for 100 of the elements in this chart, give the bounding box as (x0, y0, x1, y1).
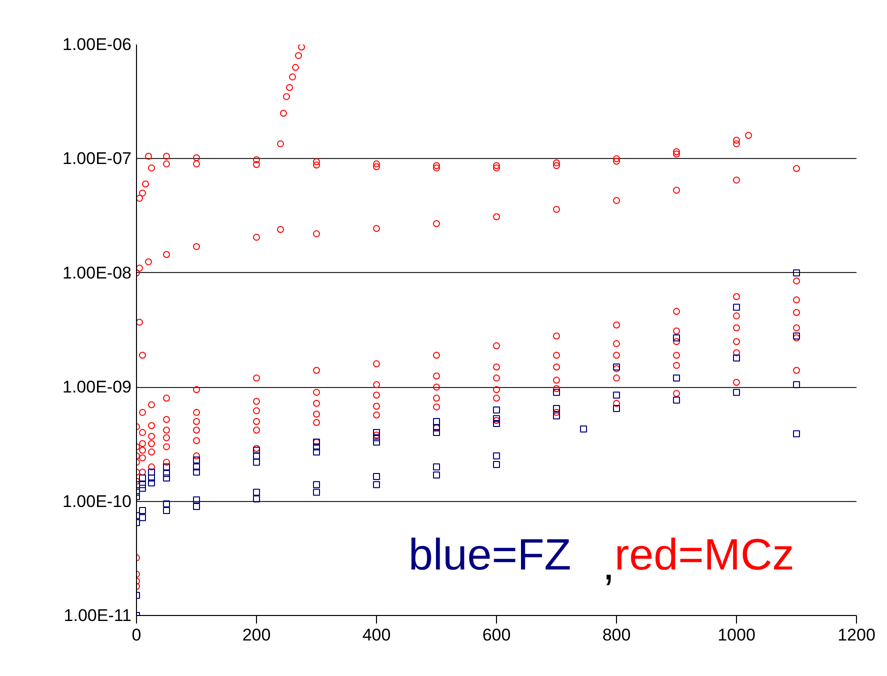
point (145, 258, 152, 266)
point (280, 110, 287, 117)
point (193, 160, 200, 168)
point (373, 438, 380, 446)
point (253, 234, 260, 241)
point (673, 352, 680, 359)
point (253, 426, 260, 434)
point (142, 180, 149, 188)
point (139, 446, 146, 454)
point (163, 434, 170, 442)
point (373, 402, 380, 410)
point (733, 304, 740, 311)
point (148, 432, 155, 440)
point (793, 277, 800, 284)
point (733, 136, 740, 144)
point (673, 390, 680, 397)
point (289, 73, 296, 80)
point (139, 481, 146, 488)
point (493, 394, 500, 402)
point (673, 334, 680, 342)
point (193, 243, 200, 250)
point (148, 164, 155, 172)
point (373, 472, 380, 480)
x-tick-label: 1000 (718, 626, 756, 644)
point (793, 165, 800, 172)
point (793, 381, 800, 388)
point (373, 360, 380, 368)
point (493, 164, 500, 172)
point (673, 338, 680, 346)
point (745, 132, 752, 139)
point (193, 496, 200, 504)
y-tick-label: 1.00E-09 (62, 378, 132, 397)
point (163, 458, 170, 466)
point (673, 396, 680, 404)
point (313, 481, 320, 488)
point (163, 500, 170, 508)
point (673, 327, 680, 334)
point (613, 158, 620, 165)
point (292, 64, 299, 71)
point (286, 84, 293, 92)
point (313, 400, 320, 407)
point (139, 190, 146, 197)
point (613, 400, 620, 407)
point (313, 488, 320, 496)
point (148, 468, 155, 476)
y-tick-label: 1.00E-10 (62, 492, 132, 511)
point (373, 432, 380, 439)
point (253, 160, 260, 168)
point (295, 52, 302, 60)
point (139, 440, 146, 448)
point (733, 349, 740, 356)
point (553, 332, 560, 340)
point (193, 452, 200, 460)
point (139, 429, 146, 436)
point (553, 206, 560, 213)
point (493, 386, 500, 394)
point (253, 398, 260, 405)
point (373, 429, 380, 436)
point (313, 388, 320, 396)
point (793, 296, 800, 304)
point (733, 378, 740, 386)
point (193, 408, 200, 416)
point (433, 463, 440, 470)
point (373, 381, 380, 388)
point (433, 418, 440, 425)
point (193, 437, 200, 444)
point (793, 366, 800, 374)
point (193, 456, 200, 464)
point (493, 342, 500, 350)
point (433, 403, 440, 410)
point (253, 495, 260, 502)
point (373, 481, 380, 488)
point (493, 452, 500, 460)
point (193, 503, 200, 510)
y-tick-label: 1.00E-11 (64, 606, 132, 625)
point (793, 309, 800, 316)
point (493, 406, 500, 414)
point (433, 162, 440, 170)
point (613, 321, 620, 328)
x-tick-label: 800 (602, 626, 631, 644)
annotation: red=MCz (614, 530, 794, 580)
point (163, 470, 170, 478)
point (793, 430, 800, 438)
point (673, 374, 680, 382)
annotation: blue=FZ (408, 530, 572, 580)
point (673, 150, 680, 158)
point (193, 463, 200, 470)
point (553, 412, 560, 420)
x-tick-label: 200 (242, 626, 271, 644)
point (553, 159, 560, 166)
point (253, 374, 260, 382)
point (139, 484, 146, 492)
point (253, 452, 260, 460)
point (139, 474, 146, 482)
point (253, 488, 260, 496)
point (313, 448, 320, 456)
point (433, 372, 440, 380)
x-tick-label: 400 (362, 626, 391, 644)
point (433, 429, 440, 436)
point (277, 140, 284, 148)
